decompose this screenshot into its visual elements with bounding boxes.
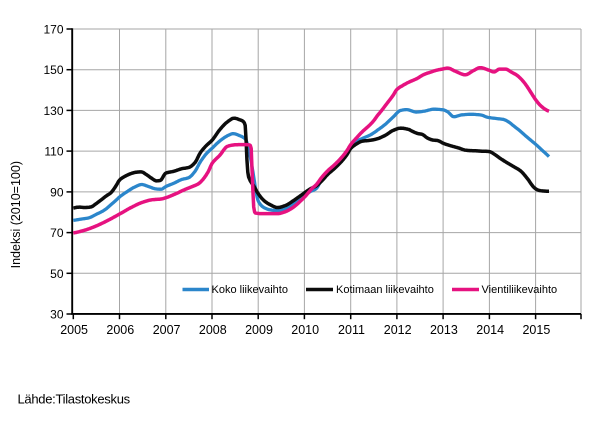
- svg-text:Lähde:Tilastokeskus: Lähde:Tilastokeskus: [18, 392, 131, 407]
- svg-text:2014: 2014: [476, 323, 504, 337]
- svg-text:50: 50: [50, 267, 64, 281]
- svg-text:2012: 2012: [384, 323, 412, 337]
- svg-text:110: 110: [44, 145, 63, 159]
- svg-text:90: 90: [50, 185, 64, 199]
- svg-text:30: 30: [50, 308, 64, 322]
- svg-text:2008: 2008: [199, 323, 227, 337]
- svg-text:Indeksi (2010=100): Indeksi (2010=100): [9, 161, 23, 268]
- svg-text:2010: 2010: [291, 323, 319, 337]
- svg-text:150: 150: [43, 63, 63, 77]
- svg-text:Koko liikevaihto: Koko liikevaihto: [212, 284, 288, 296]
- svg-text:170: 170: [43, 23, 63, 37]
- svg-text:2015: 2015: [522, 323, 550, 337]
- svg-text:2011: 2011: [338, 323, 365, 337]
- svg-text:2005: 2005: [60, 323, 88, 337]
- svg-text:2009: 2009: [245, 323, 273, 337]
- svg-text:2013: 2013: [430, 323, 458, 337]
- svg-text:2006: 2006: [106, 323, 134, 337]
- svg-text:130: 130: [43, 104, 63, 118]
- svg-text:Kotimaan liikevaihto: Kotimaan liikevaihto: [336, 284, 434, 296]
- svg-text:70: 70: [50, 226, 64, 240]
- svg-text:2007: 2007: [153, 323, 181, 337]
- svg-text:Vientiliikevaihto: Vientiliikevaihto: [482, 284, 558, 296]
